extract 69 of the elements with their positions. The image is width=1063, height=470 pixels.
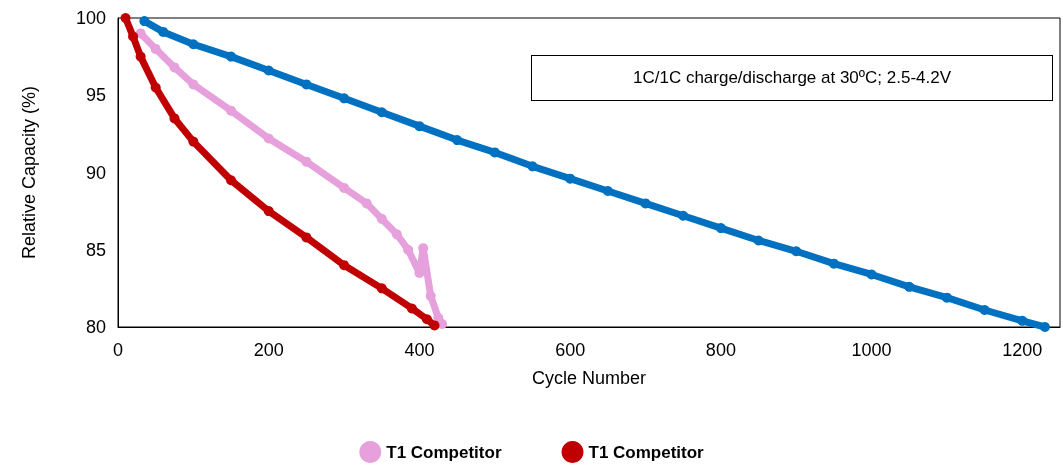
point [188,136,199,147]
point [188,39,199,50]
point [391,229,402,240]
point [361,198,372,209]
point [406,303,417,314]
x-tick-label: 1000 [851,340,892,360]
point [828,258,839,269]
point [158,26,169,37]
point [226,105,237,116]
point [120,13,131,23]
point [640,198,651,209]
point [128,31,139,42]
point [376,213,387,224]
x-tick-label: 600 [555,340,586,360]
point [263,206,274,217]
point [941,292,952,303]
y-tick-label: 95 [85,85,106,106]
y-tick-label: 100 [75,8,106,28]
point [226,175,237,186]
point [753,235,764,246]
point [866,269,877,280]
point [425,291,436,302]
point [414,121,425,132]
point [339,93,350,104]
point [904,281,915,292]
point [429,320,440,331]
point [339,260,350,271]
point [489,147,500,158]
x-axis-title: Cycle Number [531,368,647,388]
point [678,210,689,221]
y-axis-title: Relative Capacity (%) [19,85,39,260]
point [791,246,802,257]
point [169,62,180,73]
point [150,82,161,93]
point [150,43,161,54]
point [376,107,387,118]
point [452,135,463,146]
note-box: 1C/1C charge/discharge at 30ºC; 2.5-4.2V [531,55,1053,101]
y-tick-label: 85 [85,239,106,260]
point [376,283,387,294]
point [263,133,274,144]
point [301,232,312,243]
point [527,161,538,172]
point [602,186,613,197]
point [301,79,312,90]
point [301,156,312,167]
x-tick-label: 0 [112,340,124,360]
point [1039,322,1050,332]
point [1017,315,1028,326]
point [339,182,350,193]
legend-label: T1 Competitor [588,442,705,462]
point [135,51,146,62]
point [188,79,199,90]
y-tick-label: 80 [85,317,106,337]
point [715,223,726,234]
point [979,305,990,315]
point [169,113,180,124]
point [226,51,237,62]
legend-label: T1 Competitor [386,442,502,462]
point [263,65,274,76]
point [403,244,414,255]
x-tick-label: 400 [404,340,435,360]
x-tick-label: 200 [253,340,284,360]
x-tick-label: 1200 [1002,340,1043,360]
x-tick-label: 800 [705,340,736,360]
point [421,314,432,325]
point [565,173,576,184]
y-tick-label: 90 [85,162,106,183]
point [139,16,150,27]
